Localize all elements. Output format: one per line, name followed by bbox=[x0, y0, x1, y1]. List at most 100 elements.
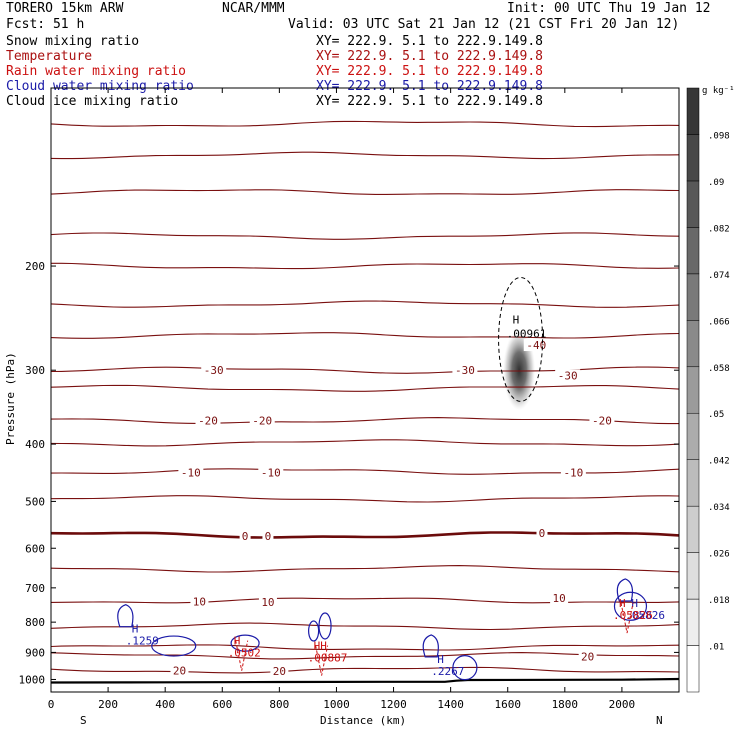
y-tick-label: 200 bbox=[25, 260, 45, 273]
colorbar-swatch bbox=[687, 134, 699, 180]
isotherm-label: 0 bbox=[539, 527, 546, 540]
cloud-water-contour bbox=[423, 635, 438, 657]
colorbar: .01 .018 .026 .034 .042 .05 .058 .066 .074 .082 .0… bbox=[687, 88, 730, 692]
isotherm-line bbox=[51, 385, 679, 391]
x-tick-label: 800 bbox=[269, 698, 289, 711]
colorbar-tick-label: .042 bbox=[708, 457, 730, 467]
isotherm-label: 10 bbox=[261, 596, 274, 609]
rain-water-max-value: .05826 bbox=[613, 609, 653, 622]
isotherm-label: -30 bbox=[455, 364, 475, 377]
colorbar-swatch bbox=[687, 88, 699, 134]
colorbar-swatch bbox=[687, 274, 699, 320]
y-tick-label: 900 bbox=[25, 646, 45, 659]
x-tick-label: 400 bbox=[155, 698, 175, 711]
legend-rain: Rain water mixing ratio bbox=[6, 64, 186, 79]
isotherm-line bbox=[51, 598, 679, 603]
colorbar-swatch bbox=[687, 599, 699, 645]
isotherm-line bbox=[51, 667, 679, 673]
isotherm-label: -30 bbox=[558, 369, 578, 382]
model-title: TORERO 15km ARW bbox=[6, 1, 124, 16]
colorbar-tick-label: .058 bbox=[708, 364, 730, 374]
valid-time: Valid: 03 UTC Sat 21 Jan 12 (21 CST Fri … bbox=[288, 17, 679, 32]
x-tick-label: 1200 bbox=[380, 698, 407, 711]
isotherm-line bbox=[51, 263, 679, 268]
cloud-water-contour bbox=[118, 605, 133, 627]
x-tick-label: 1000 bbox=[323, 698, 350, 711]
isotherm-line bbox=[51, 418, 679, 424]
y-tick-label: 800 bbox=[25, 616, 45, 629]
x-tick-label: 600 bbox=[212, 698, 232, 711]
y-tick-label: 700 bbox=[25, 582, 45, 595]
center-label: NCAR/MMM bbox=[222, 1, 285, 16]
colorbar-swatch bbox=[687, 646, 699, 692]
colorbar-swatch bbox=[687, 227, 699, 273]
isotherm-line bbox=[51, 121, 679, 126]
x-tick-label: 2000 bbox=[609, 698, 636, 711]
isotherm-label: 0 bbox=[242, 530, 249, 543]
colorbar-units: g kg⁻¹ bbox=[702, 86, 735, 96]
isotherm-line bbox=[51, 367, 679, 373]
legend: Snow mixing ratio XY= 222.9. 5.1 to 222.… bbox=[6, 34, 543, 109]
north-label: N bbox=[656, 714, 663, 727]
y-tick-label: 1000 bbox=[19, 673, 46, 686]
colorbar-tick-label: .034 bbox=[708, 503, 730, 513]
x-tick-label: 1400 bbox=[437, 698, 464, 711]
cloud-water-contour bbox=[309, 621, 319, 641]
cloud-water-max-value: .2267 bbox=[431, 665, 464, 678]
legend-cloud-ice-xy: XY= 222.9. 5.1 to 222.9.149.8 bbox=[316, 94, 543, 109]
y-tick-label: 500 bbox=[25, 495, 45, 508]
colorbar-tick-label: .01 bbox=[708, 643, 724, 653]
isotherm-line bbox=[51, 496, 679, 502]
isotherm-label: 10 bbox=[193, 595, 206, 608]
isotherm-label: -20 bbox=[592, 415, 612, 428]
y-axis-label: Pressure (hPa) bbox=[4, 352, 17, 445]
legend-cloud-water-xy: XY= 222.9. 5.1 to 222.9.149.8 bbox=[316, 79, 543, 94]
legend-temperature-xy: XY= 222.9. 5.1 to 222.9.149.8 bbox=[316, 49, 543, 64]
y-tick-label: 600 bbox=[25, 542, 45, 555]
cloud-ice-max-value: .00961 bbox=[507, 327, 547, 340]
south-label: S bbox=[80, 714, 87, 727]
isotherm-label: 0 bbox=[265, 530, 272, 543]
colorbar-tick-label: .098 bbox=[708, 131, 730, 141]
colorbar-swatch bbox=[687, 460, 699, 506]
colorbar-tick-label: .066 bbox=[708, 317, 730, 327]
isotherm-label: -10 bbox=[563, 467, 583, 480]
colorbar-tick-label: .05 bbox=[708, 410, 724, 420]
surface-pressure-line bbox=[51, 679, 679, 683]
colorbar-swatch bbox=[687, 553, 699, 599]
init-time: Init: 00 UTC Thu 19 Jan 12 bbox=[507, 1, 711, 16]
colorbar-swatch bbox=[687, 181, 699, 227]
isotherm-label: 20 bbox=[581, 651, 594, 664]
x-tick-label: 200 bbox=[98, 698, 118, 711]
isotherm-label: 20 bbox=[273, 665, 286, 678]
forecast-hour: Fcst: 51 h bbox=[6, 17, 84, 32]
rain-water-max-value: .00887 bbox=[308, 652, 348, 665]
x-tick-label: 1800 bbox=[552, 698, 579, 711]
isotherm-line bbox=[51, 566, 679, 572]
colorbar-swatch bbox=[687, 367, 699, 413]
colorbar-tick-label: .018 bbox=[708, 596, 730, 606]
isotherm-line bbox=[51, 190, 679, 195]
colorbar-tick-label: .074 bbox=[708, 271, 730, 281]
isotherm-line bbox=[51, 440, 679, 446]
y-tick-label: 400 bbox=[25, 438, 45, 451]
colorbar-tick-label: .082 bbox=[708, 224, 730, 234]
x-tick-label: 0 bbox=[48, 698, 55, 711]
isotherm-line bbox=[51, 233, 679, 239]
plot-frame bbox=[51, 88, 679, 692]
colorbar-swatch bbox=[687, 320, 699, 366]
isotherm-label: -20 bbox=[252, 415, 272, 428]
x-axis: 0 200 400 600 800 1000 1200 1400 1600 1800 2000 bbox=[48, 88, 635, 711]
isotherm-label: 10 bbox=[552, 592, 565, 605]
legend-temperature: Temperature bbox=[6, 49, 92, 64]
colorbar-tick-label: .09 bbox=[708, 178, 724, 188]
legend-snow-xy: XY= 222.9. 5.1 to 222.9.149.8 bbox=[316, 34, 543, 49]
isotherm-label: -40 bbox=[526, 339, 546, 352]
isotherm-label: -10 bbox=[181, 467, 201, 480]
isotherm-line bbox=[51, 533, 679, 538]
x-axis-label: Distance (km) bbox=[320, 714, 406, 727]
plot-area: -40 -30 -30 -30 -20 -20 -20 -10 -10 -10 0 0 0 10 10 10 2… bbox=[51, 121, 679, 682]
isotherm-label: -20 bbox=[198, 415, 218, 428]
isotherm-label: 20 bbox=[173, 664, 186, 677]
